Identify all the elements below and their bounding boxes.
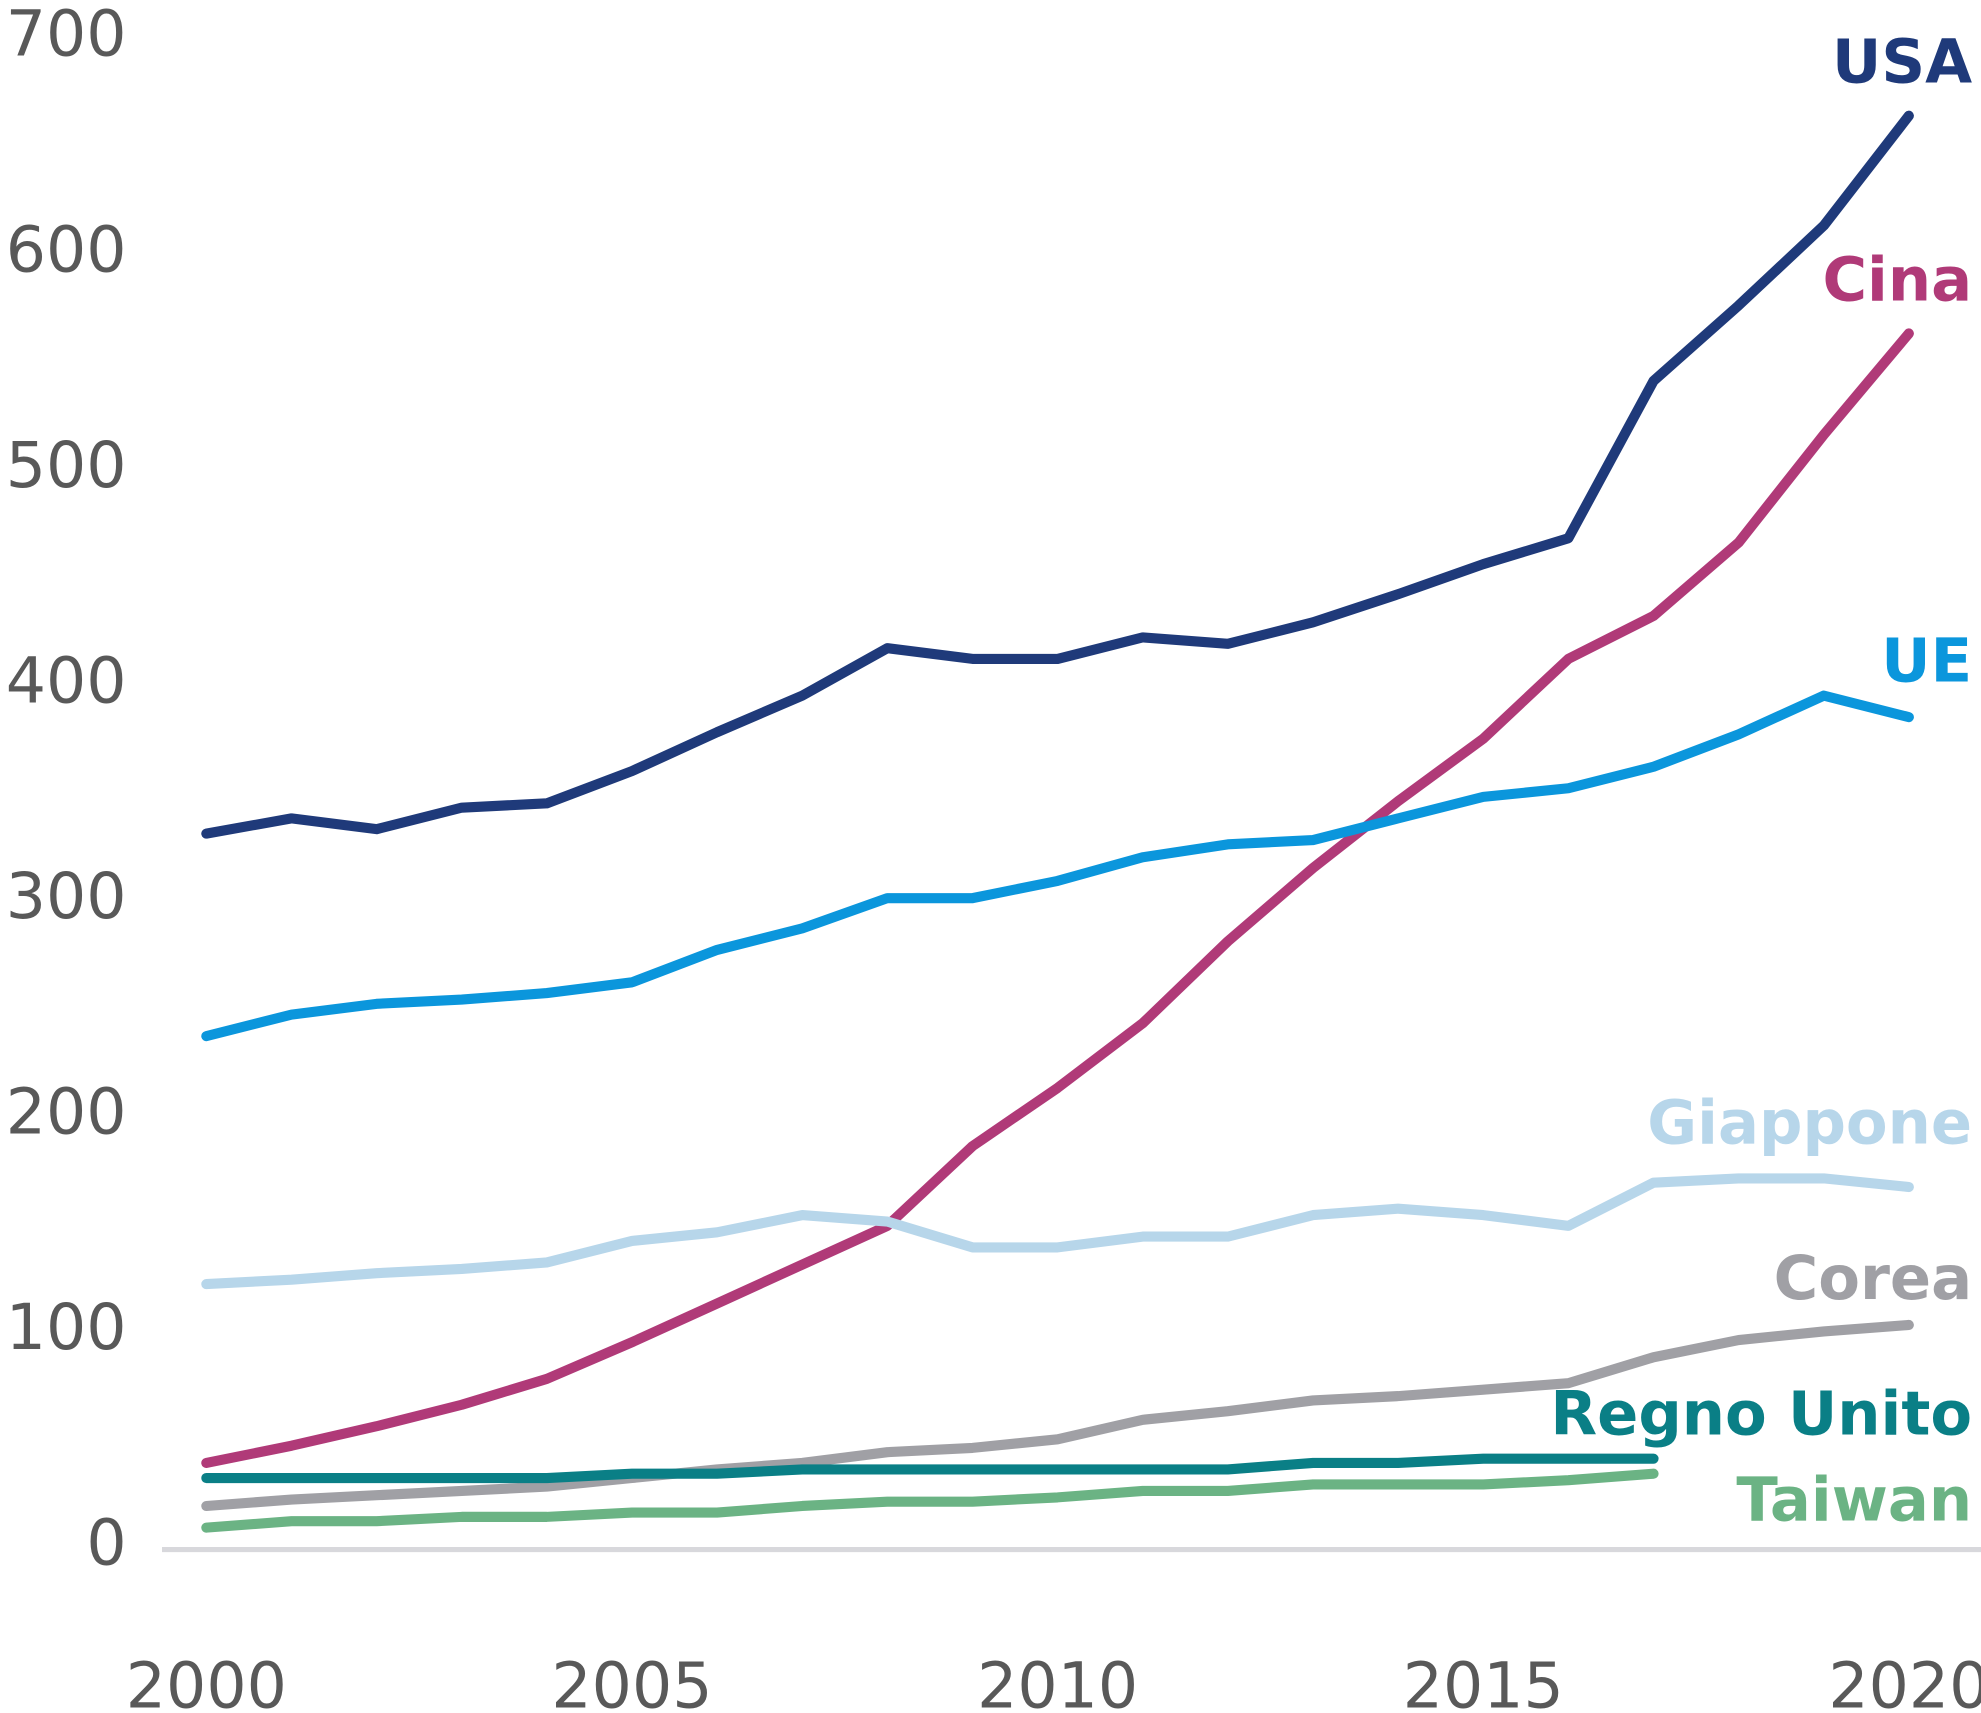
x-tick-label: 2020: [1828, 1649, 1981, 1713]
series-label: Taiwan: [1736, 1466, 1972, 1536]
series-label: Corea: [1774, 1244, 1972, 1314]
x-tick-label: 2000: [126, 1649, 287, 1713]
series-label: Regno Unito: [1550, 1379, 1972, 1449]
series-line: [201, 1173, 1914, 1290]
x-tick-label: 2010: [977, 1649, 1138, 1713]
y-tick-label: 300: [6, 859, 127, 933]
series-label: UE: [1881, 626, 1972, 696]
x-tick-label: 2005: [551, 1649, 712, 1713]
y-tick-label: 700: [6, 0, 127, 71]
series-label: Cina: [1822, 245, 1972, 315]
y-tick-label: 100: [6, 1290, 127, 1364]
series-line: [201, 110, 1914, 839]
series-label: USA: [1832, 28, 1972, 98]
series-label: Giappone: [1647, 1088, 1972, 1158]
y-tick-label: 200: [6, 1074, 127, 1148]
y-tick-label: 400: [6, 643, 127, 717]
y-tick-label: 0: [86, 1506, 126, 1580]
y-tick-label: 500: [6, 428, 127, 502]
series-line: [201, 1468, 1659, 1533]
series-line: [201, 690, 1914, 1042]
y-tick-label: 600: [6, 212, 127, 286]
series-line: [201, 328, 1914, 1469]
x-tick-label: 2015: [1403, 1649, 1564, 1713]
series-line: [201, 1453, 1659, 1484]
series-line: [201, 1319, 1914, 1512]
